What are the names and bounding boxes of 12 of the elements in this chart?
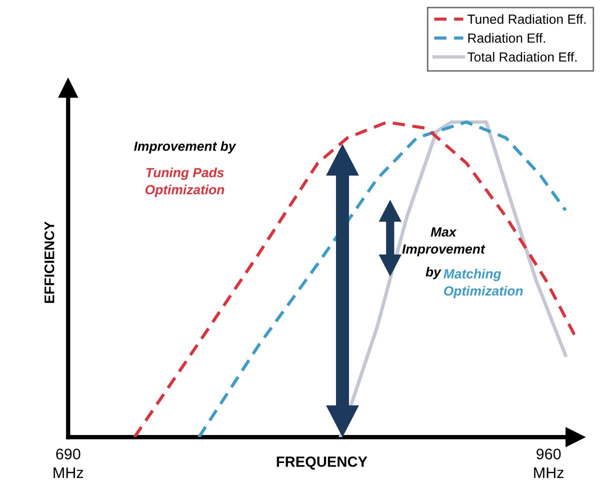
- x-tick-label: 690 MHz: [54, 448, 84, 478]
- y-axis-title: EFFICIENCY: [44, 222, 54, 303]
- annotation: Improvement by: [134, 141, 236, 154]
- annotation: by: [426, 266, 442, 280]
- x-tick-label: 960 MHz: [534, 448, 564, 478]
- annotation: Matching Optimization: [444, 268, 523, 298]
- legend-label: Total Radiation Eff.: [468, 52, 577, 62]
- x-axis-title: FREQUENCY: [276, 456, 368, 470]
- legend-label: Tuned Radiation Eff.: [468, 14, 586, 24]
- annotation: Max Improvement: [402, 227, 486, 256]
- annotation: Tuning Pads Optimization: [145, 168, 224, 197]
- legend-label: Radiation Eff.: [468, 33, 546, 43]
